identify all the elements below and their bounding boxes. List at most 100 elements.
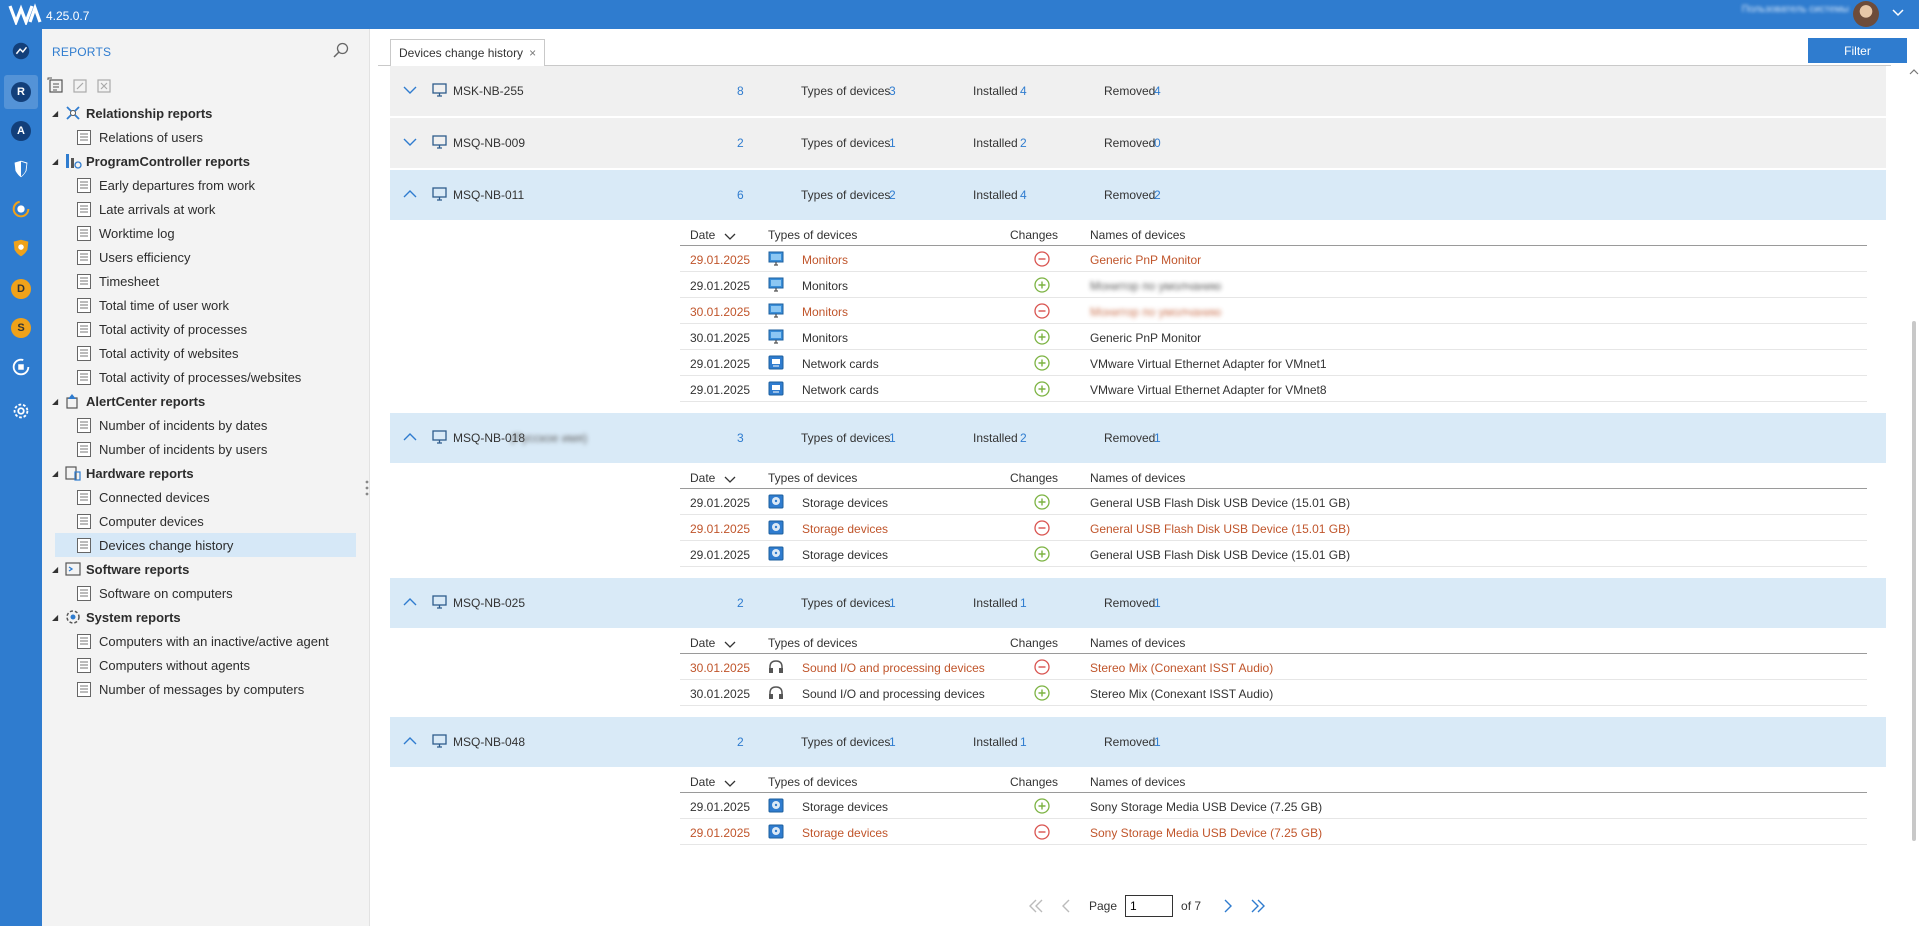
rail-item-dashboard[interactable] [9,40,33,64]
computer-group-row[interactable]: MSQ-NB-048 2 Types of devices 1 Installed 1 Re… [390,717,1886,767]
table-row[interactable]: 29.01.2025 Storage devices Sony Storage Me… [680,819,1867,845]
tab-devices-change-history[interactable]: Devices change history × [390,39,546,67]
col-names[interactable]: Names of devices [1090,775,1186,789]
chevron-up-icon[interactable] [402,735,418,747]
tree-item[interactable]: Total activity of processes/websites [42,365,370,389]
tree-category[interactable]: ◢ AlertCenter reports [42,389,370,413]
rail-item-shield[interactable] [9,158,33,182]
col-names[interactable]: Names of devices [1090,636,1186,650]
table-row[interactable]: 29.01.2025 Monitors Generic PnP Monitor [680,246,1867,272]
table-row[interactable]: 29.01.2025 Monitors Монитор по умолчанию [680,272,1867,298]
tree-category[interactable]: ◢ Relationship reports [42,101,370,125]
table-row[interactable]: 29.01.2025 Network cards VMware Virtual Et… [680,350,1867,376]
chevron-down-icon[interactable] [402,136,418,148]
scrollbar-thumb[interactable] [1912,321,1916,841]
col-types[interactable]: Types of devices [768,228,858,242]
tree-item[interactable]: Relations of users [42,125,370,149]
page-number-input[interactable] [1125,895,1174,917]
tree-item[interactable]: Number of incidents by users [42,437,370,461]
tree-item[interactable]: Late arrivals at work [42,197,370,221]
edit-report-icon[interactable] [71,77,89,95]
tree-item[interactable]: Total activity of websites [42,341,370,365]
expand-triangle-icon[interactable]: ◢ [52,396,59,406]
col-date[interactable]: Date [690,228,716,242]
rail-item-security[interactable] [9,237,33,261]
tree-item[interactable]: Total activity of processes [42,317,370,341]
prev-page-icon[interactable] [1055,898,1077,914]
col-changes[interactable]: Changes [1010,228,1059,242]
search-icon[interactable] [332,41,350,59]
rail-item-software[interactable]: S [9,316,33,340]
tree-item[interactable]: Timesheet [42,269,370,293]
table-row[interactable]: 29.01.2025 Storage devices General USB Fla… [680,515,1867,541]
rail-item-updates[interactable] [9,356,33,380]
expand-triangle-icon[interactable]: ◢ [52,468,59,478]
tree-category[interactable]: ◢ ProgramController reports [42,149,370,173]
tree-item[interactable]: Total time of user work [42,293,370,317]
delete-report-icon[interactable] [95,77,113,95]
expand-triangle-icon[interactable]: ◢ [52,156,59,166]
rail-item-reports[interactable]: R [4,75,38,109]
close-icon[interactable]: × [529,46,537,60]
table-row[interactable]: 29.01.2025 Storage devices General USB Fla… [680,541,1867,567]
first-page-icon[interactable] [1025,898,1047,914]
col-date[interactable]: Date [690,775,716,789]
col-changes[interactable]: Changes [1010,775,1059,789]
computer-group-row[interactable]: MSQ-NB-009 2 Types of devices 1 Installed 2 Re… [390,118,1886,168]
table-row[interactable]: 29.01.2025 Storage devices General USB Fla… [680,489,1867,515]
tree-category[interactable]: ◢ System reports [42,605,370,629]
sort-chevron-icon[interactable] [724,777,736,787]
filter-button[interactable]: Filter [1808,38,1907,63]
col-changes[interactable]: Changes [1010,636,1059,650]
table-row[interactable]: 30.01.2025 Sound I/O and processing devic… [680,680,1867,706]
computer-group-row[interactable]: MSQ-NB-018 (Русское имя) 3 Types of devices… [390,413,1886,463]
col-changes[interactable]: Changes [1010,471,1059,485]
tree-item[interactable]: Computer devices [42,509,370,533]
rail-item-devices[interactable]: D [9,277,33,301]
sort-chevron-icon[interactable] [724,638,736,648]
rail-item-activity[interactable] [9,198,33,222]
tree-item[interactable]: Computers without agents [42,653,370,677]
col-date[interactable]: Date [690,471,716,485]
scroll-up-icon[interactable] [1909,67,1919,77]
splitter-handle-icon[interactable] [365,479,369,497]
chevron-up-icon[interactable] [402,596,418,608]
tree-category[interactable]: ◢ Software reports [42,557,370,581]
col-date[interactable]: Date [690,636,716,650]
col-names[interactable]: Names of devices [1090,471,1186,485]
tree-item[interactable]: Devices change history [55,533,356,557]
sort-chevron-icon[interactable] [724,473,736,483]
avatar[interactable] [1853,1,1879,27]
tree-item[interactable]: Computers with an inactive/active agent [42,629,370,653]
expand-triangle-icon[interactable]: ◢ [52,564,59,574]
expand-triangle-icon[interactable]: ◢ [52,108,59,118]
col-names[interactable]: Names of devices [1090,228,1186,242]
tree-item[interactable]: Worktime log [42,221,370,245]
table-row[interactable]: 30.01.2025 Monitors Generic PnP Monitor [680,324,1867,350]
tree-item[interactable]: Number of messages by computers [42,677,370,701]
table-row[interactable]: 30.01.2025 Monitors Монитор по умолчанию [680,298,1867,324]
tree-item[interactable]: Number of incidents by dates [42,413,370,437]
tree-item[interactable]: Early departures from work [42,173,370,197]
last-page-icon[interactable] [1247,898,1269,914]
sort-chevron-icon[interactable] [724,230,736,240]
computer-group-row[interactable]: MSQ-NB-011 6 Types of devices 2 Installed 4 Re… [390,170,1886,220]
tree-item[interactable]: Connected devices [42,485,370,509]
tree-item[interactable]: Users efficiency [42,245,370,269]
table-row[interactable]: 29.01.2025 Storage devices Sony Storage Me… [680,793,1867,819]
col-types[interactable]: Types of devices [768,775,858,789]
tree-category[interactable]: ◢ Hardware reports [42,461,370,485]
computer-group-row[interactable]: MSQ-NB-025 2 Types of devices 1 Installed 1 Re… [390,578,1886,628]
col-types[interactable]: Types of devices [768,471,858,485]
chevron-down-icon[interactable] [402,84,418,96]
computer-group-row[interactable]: MSK-NB-255 8 Types of devices 3 Installed 4 Re… [390,66,1886,116]
expand-triangle-icon[interactable]: ◢ [52,612,59,622]
next-page-icon[interactable] [1217,898,1239,914]
tree-item[interactable]: Software on computers [42,581,370,605]
chevron-up-icon[interactable] [402,431,418,443]
add-report-icon[interactable] [47,77,65,95]
col-types[interactable]: Types of devices [768,636,858,650]
table-row[interactable]: 30.01.2025 Sound I/O and processing devic… [680,654,1867,680]
chevron-up-icon[interactable] [402,188,418,200]
chevron-down-icon[interactable] [1891,6,1905,20]
